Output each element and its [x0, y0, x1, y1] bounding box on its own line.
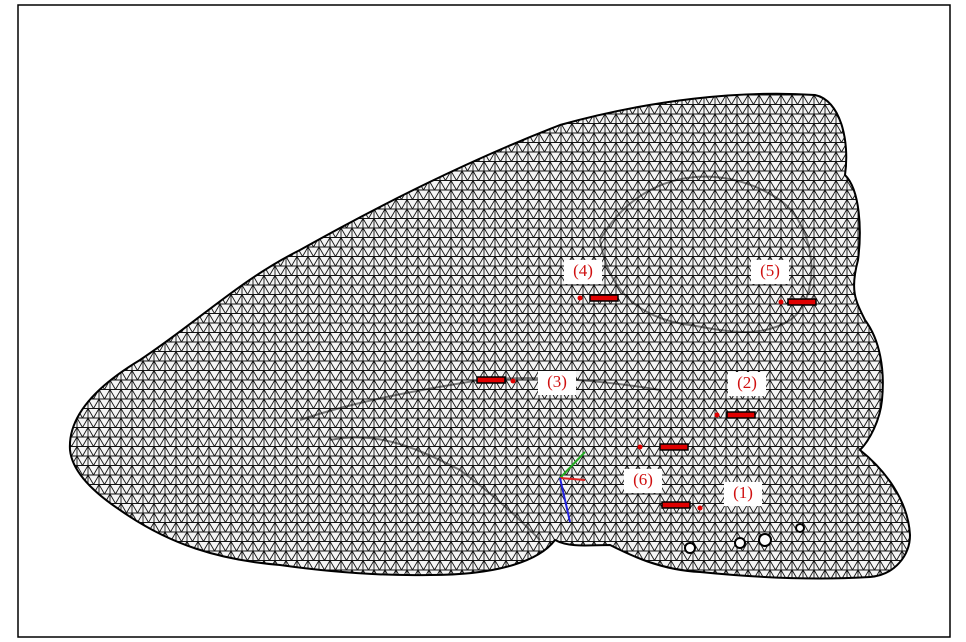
- landmark-label: (3): [547, 372, 567, 391]
- arrow: [662, 502, 690, 508]
- marker: [578, 296, 583, 301]
- landmark-label: (6): [633, 470, 653, 489]
- arrow: [660, 444, 688, 450]
- arrow: [477, 377, 505, 383]
- landmark-label: (4): [573, 261, 593, 280]
- marker: [511, 379, 516, 384]
- marker: [698, 506, 703, 511]
- figure: (1) (2) (3) (4) (5) (6): [0, 0, 966, 642]
- landmark-label: (5): [760, 261, 780, 280]
- arrow: [727, 412, 755, 418]
- arrow: [788, 299, 816, 305]
- arrow: [590, 295, 618, 301]
- marker: [779, 300, 784, 305]
- marker: [715, 413, 720, 418]
- landmark-label: (1): [733, 483, 753, 502]
- landmark-label: (2): [737, 373, 757, 392]
- marker: [638, 445, 643, 450]
